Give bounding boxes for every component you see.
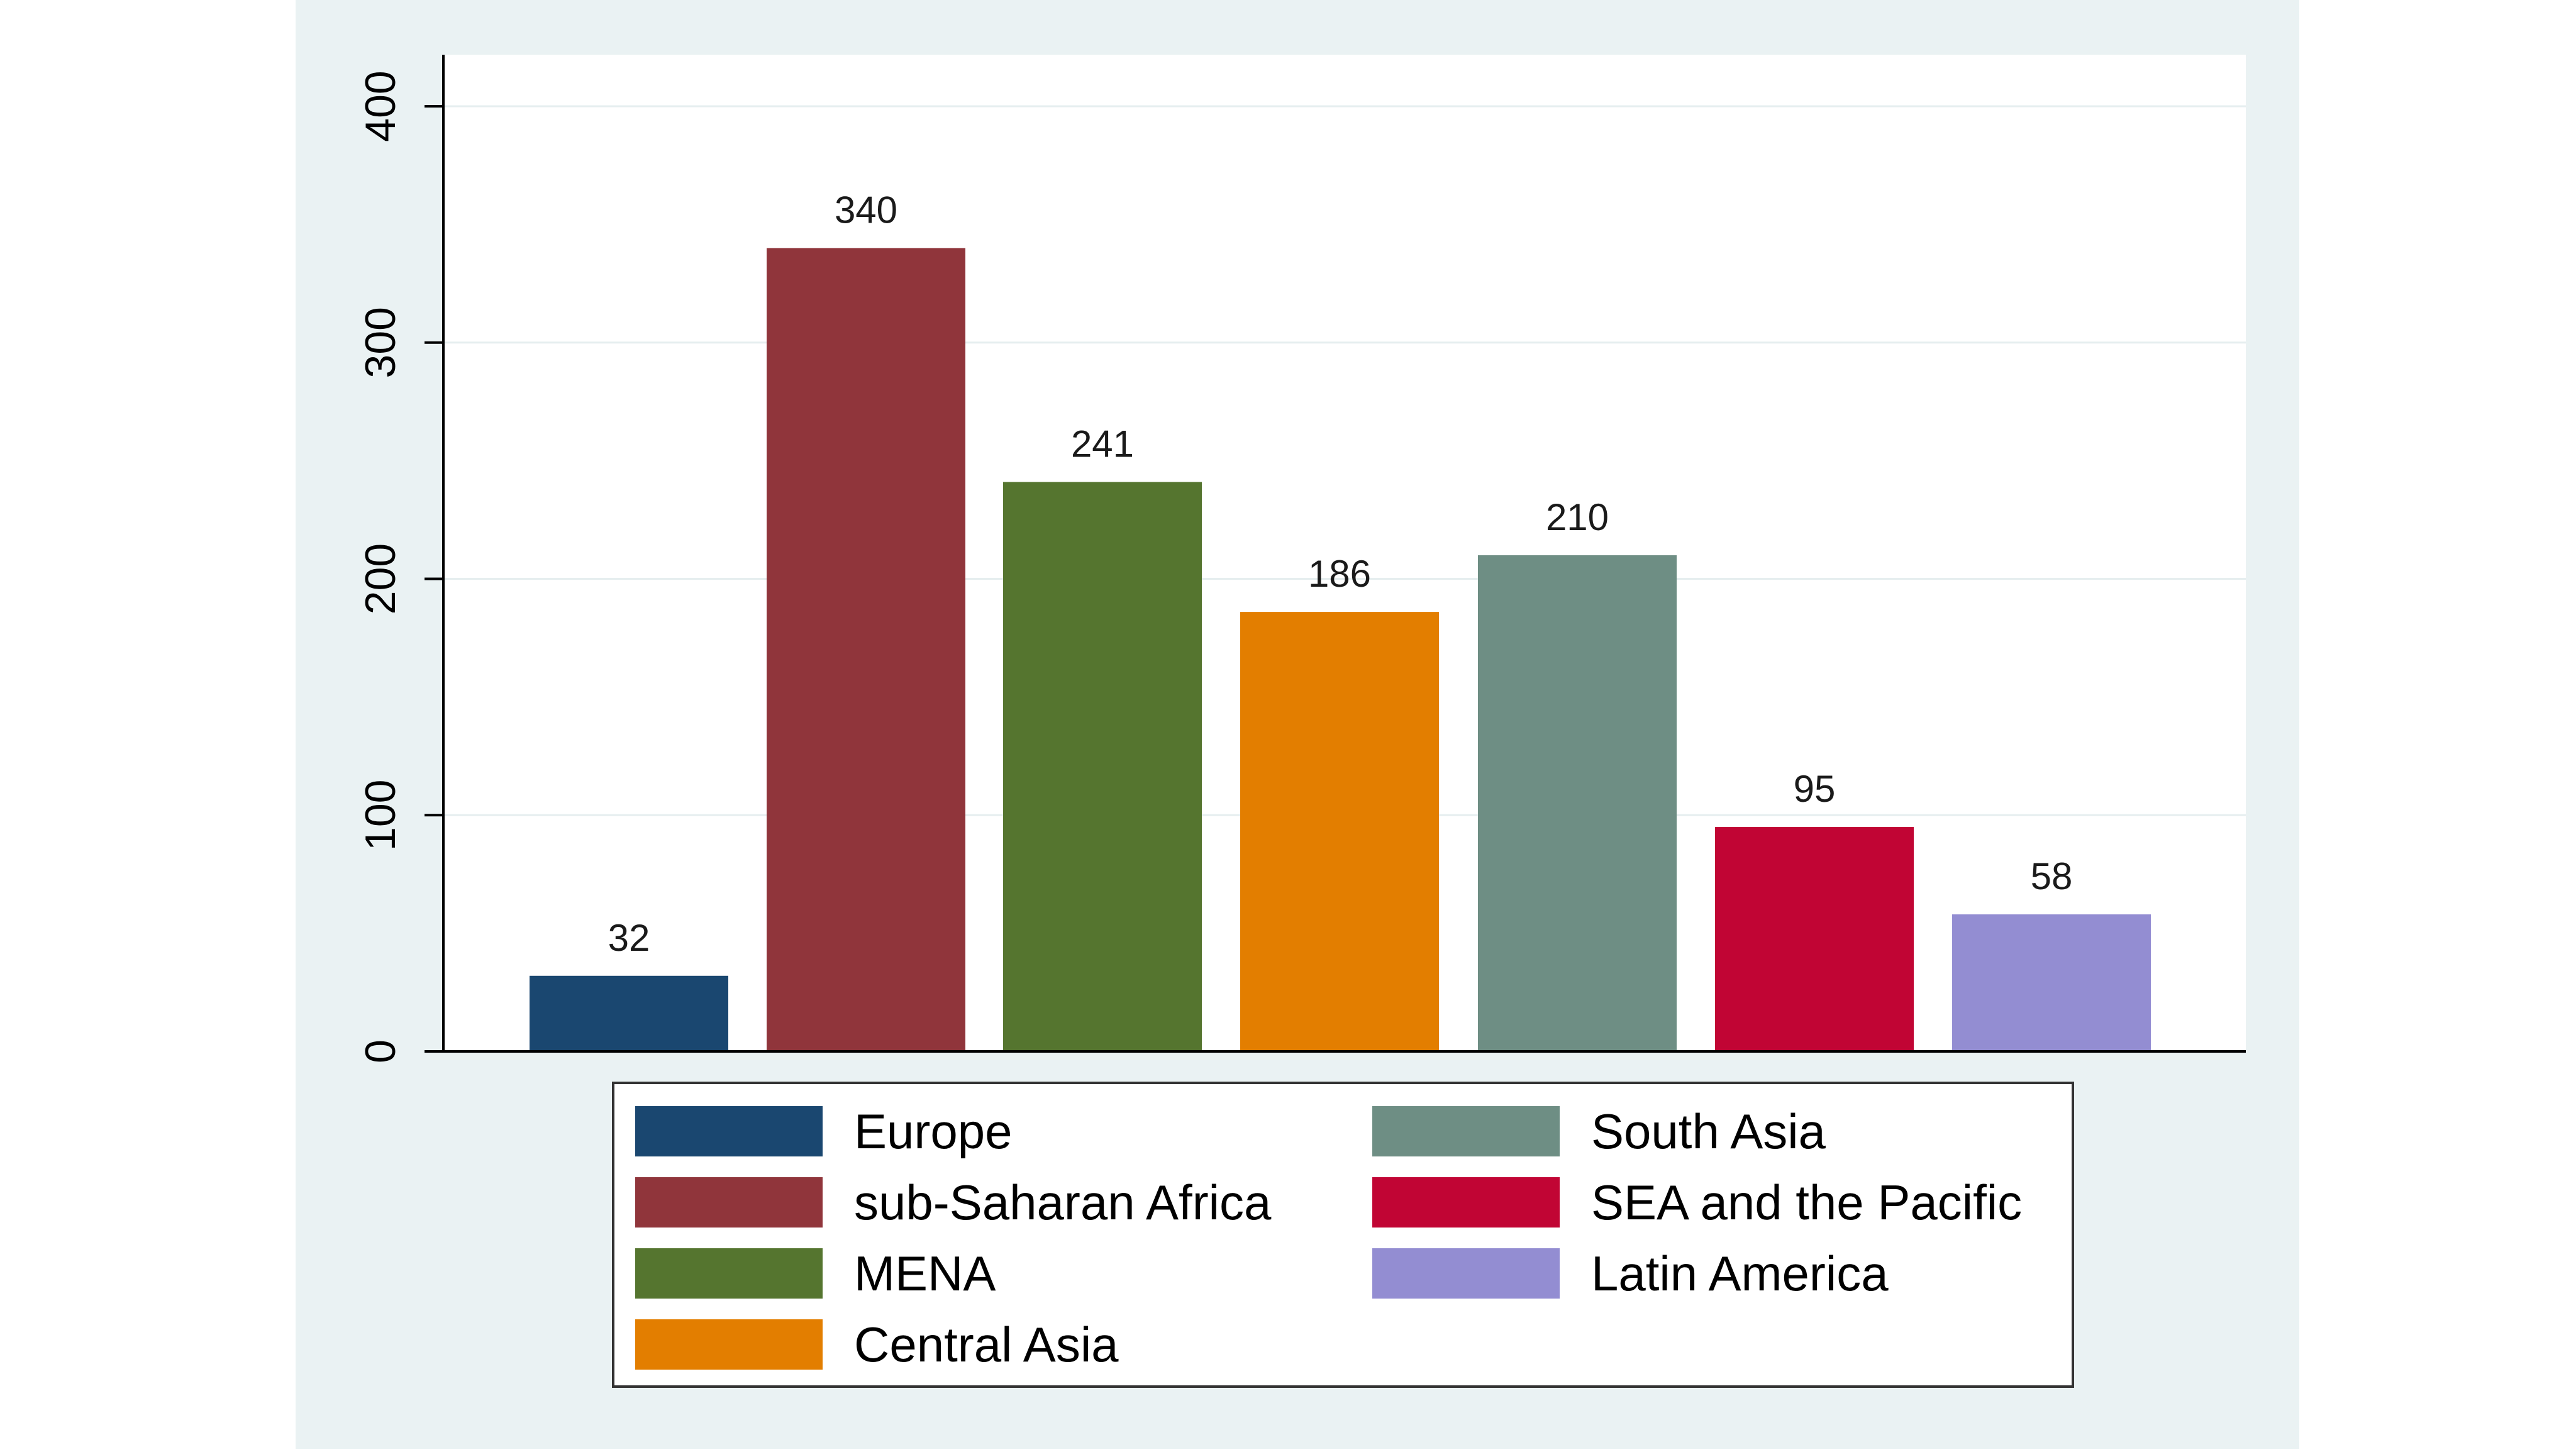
bar-sub-saharan-africa <box>767 248 965 1052</box>
bar-value-label: 186 <box>1308 553 1371 595</box>
bar-mena <box>1003 482 1202 1051</box>
legend: Europe sub-Saharan Africa MENA Central Asia… <box>612 1082 2074 1388</box>
y-ticks: 0 100 200 300 400 <box>357 70 443 1063</box>
legend-swatch <box>635 1248 823 1299</box>
legend-label: Central Asia <box>854 1317 1119 1372</box>
bars <box>530 248 2151 1052</box>
bar-latin-america <box>1952 914 2151 1051</box>
legend-label: MENA <box>854 1246 996 1301</box>
y-tick-label: 300 <box>357 307 404 378</box>
legend-swatch <box>1372 1248 1560 1299</box>
bar-value-label: 241 <box>1071 423 1134 465</box>
y-tick-label: 100 <box>357 780 404 851</box>
bar-europe <box>530 975 728 1051</box>
legend-swatch <box>1372 1177 1560 1228</box>
bar-value-label: 95 <box>1794 768 1836 810</box>
legend-label: SEA and the Pacific <box>1591 1175 2022 1230</box>
legend-box <box>612 1082 2074 1388</box>
bar-value-label: 210 <box>1546 496 1609 538</box>
y-tick-label: 200 <box>357 543 404 614</box>
legend-label: Latin America <box>1591 1246 1889 1301</box>
bar-sea-and-the-pacific <box>1715 827 1914 1051</box>
y-tick-label: 400 <box>357 70 404 141</box>
legend-label: South Asia <box>1591 1104 1826 1159</box>
bar-south-asia <box>1478 555 1677 1051</box>
legend-items: Europe sub-Saharan Africa MENA Central Asia… <box>635 1104 2022 1372</box>
bar-value-label: 32 <box>608 917 650 959</box>
bar-value-label: 340 <box>835 189 897 231</box>
bar-central-asia <box>1240 612 1439 1051</box>
bar-value-label: 58 <box>2031 855 2073 897</box>
legend-swatch <box>635 1177 823 1228</box>
y-tick-label: 0 <box>357 1039 404 1063</box>
legend-label: sub-Saharan Africa <box>854 1175 1272 1230</box>
legend-swatch <box>635 1106 823 1156</box>
legend-label: Europe <box>854 1104 1013 1159</box>
bar-labels: 32 340 241 186 210 95 58 <box>608 189 2073 958</box>
legend-swatch <box>1372 1106 1560 1156</box>
legend-swatch <box>635 1319 823 1370</box>
